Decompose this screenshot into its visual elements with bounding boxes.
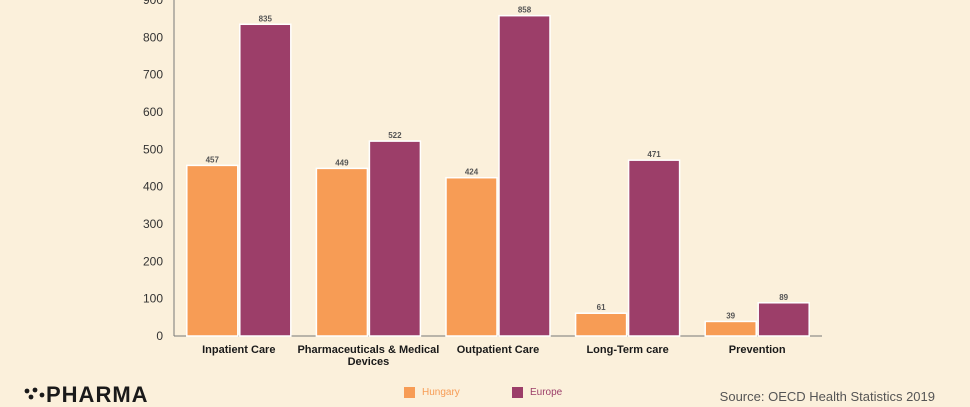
category-label: Long-Term care [586, 344, 668, 356]
logo-icon [24, 387, 45, 400]
y-tick-label: 100 [143, 292, 163, 306]
legend-swatch-hungary [404, 386, 415, 398]
data-label: 449 [335, 158, 349, 167]
category-label: Devices [348, 356, 390, 368]
legend-item-europe: Europe [512, 385, 562, 399]
legend-swatch-europe [512, 386, 523, 398]
y-tick-label: 600 [143, 105, 163, 119]
category-label: Outpatient Care [457, 344, 540, 356]
bar-hungary-0 [186, 164, 239, 337]
bar-hungary-4 [704, 320, 757, 337]
data-label: 457 [206, 155, 220, 164]
data-label: 61 [597, 303, 606, 312]
bar-europe-1 [368, 140, 422, 337]
y-tick-label: 800 [143, 30, 163, 44]
category-label: Prevention [729, 344, 786, 356]
data-label: 522 [388, 131, 402, 140]
category-label: Inpatient Care [202, 344, 275, 356]
data-label: 424 [465, 168, 479, 177]
data-label: 39 [726, 311, 735, 320]
bar-hungary-3 [574, 312, 628, 337]
legend-label-europe: Europe [530, 386, 563, 398]
source-note: Source: OECD Health Statistics 2019 [719, 389, 935, 404]
y-tick-label: 0 [156, 329, 163, 343]
bar-europe-0 [239, 23, 292, 337]
pharma-logo: PHARMA [24, 384, 149, 406]
y-tick-label: 700 [143, 68, 163, 82]
y-tick-label: 300 [143, 217, 163, 231]
data-label: 89 [779, 293, 788, 302]
logo-text: PHARMA [46, 382, 149, 407]
bar-hungary-1 [315, 167, 369, 337]
y-tick-label: 400 [143, 180, 163, 194]
bar-europe-3 [627, 159, 681, 337]
category-label: Pharmaceuticals & Medical [297, 344, 439, 356]
y-tick-label: 200 [143, 254, 163, 268]
data-label: 858 [518, 6, 532, 15]
bar-hungary-2 [445, 176, 498, 337]
data-label: 835 [259, 14, 273, 23]
bar-europe-4 [757, 302, 810, 337]
legend-label-hungary: Hungary [422, 386, 460, 398]
data-label: 471 [647, 150, 661, 159]
legend-item-hungary: Hungary [404, 385, 460, 399]
y-tick-label: 500 [143, 142, 163, 156]
bar-europe-2 [498, 14, 551, 337]
y-tick-label: 900 [143, 0, 163, 7]
